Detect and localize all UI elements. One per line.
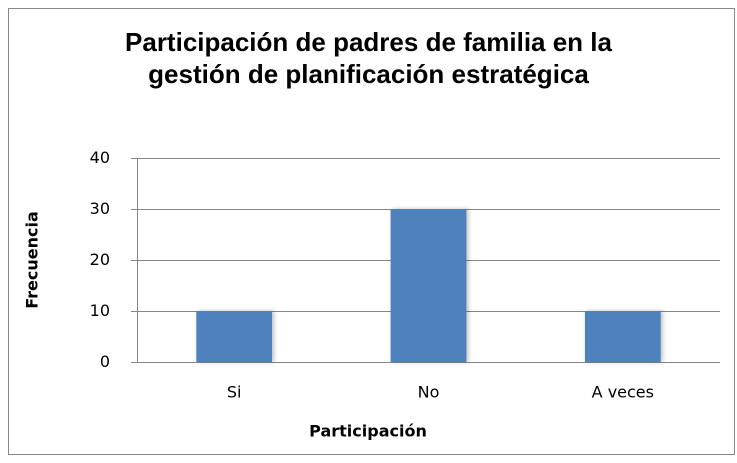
y-tick-label: 30 [90,199,110,218]
x-tick-label: No [418,383,440,402]
y-tick-label: 10 [90,301,110,320]
bar [196,311,273,362]
bar [584,311,661,362]
x-axis-label: Participación [309,422,427,441]
x-tick-label: Si [227,383,242,402]
chart-border [8,8,735,455]
y-tick-label: 40 [90,148,110,167]
y-tick-label: 20 [90,250,110,269]
y-tick-label: 0 [100,352,110,371]
x-tick-label: A veces [592,383,654,402]
chart-title: Participación de padres de familia en la… [125,27,612,89]
y-axis-label: Frecuencia [23,211,42,309]
bar [390,209,467,362]
